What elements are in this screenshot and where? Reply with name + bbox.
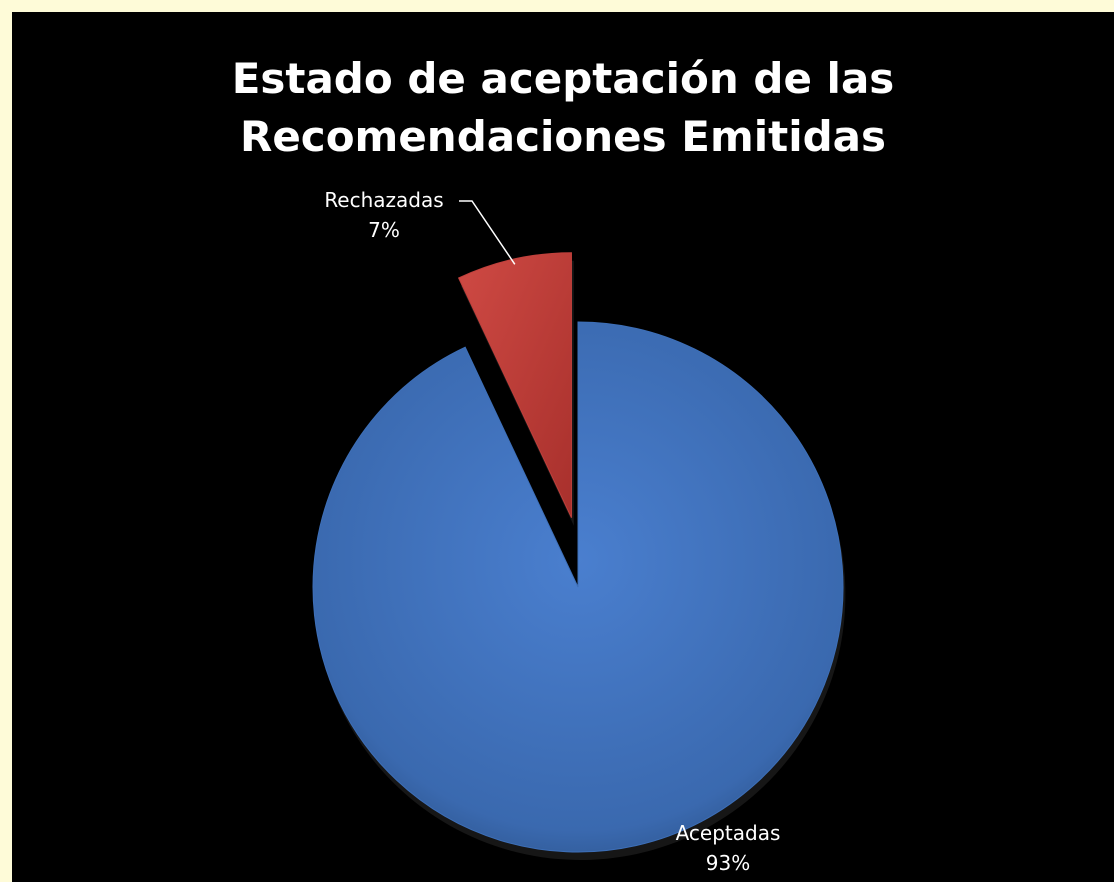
- pie-slice-rechazadas: [457, 252, 572, 518]
- pie-slice-aceptadas: [312, 321, 844, 853]
- label-percent-rechazadas: 7%: [368, 218, 400, 242]
- chart-title: Estado de aceptación de las Recomendacio…: [12, 50, 1114, 166]
- label-percent-aceptadas: 93%: [706, 851, 750, 875]
- chart-title-line-1: Estado de aceptación de las: [231, 54, 895, 103]
- pie-chart: Aceptadas 93% Rechazadas 7%: [312, 188, 846, 875]
- chart-frame: Estado de aceptación de las Recomendacio…: [12, 12, 1114, 882]
- label-category-rechazadas: Rechazadas: [324, 188, 443, 212]
- pie-labels: Aceptadas 93% Rechazadas 7%: [324, 188, 780, 875]
- pie-slices: [312, 252, 844, 853]
- chart-title-line-2: Recomendaciones Emitidas: [239, 112, 887, 161]
- leader-line-rechazadas: [459, 200, 516, 265]
- label-category-aceptadas: Aceptadas: [676, 821, 781, 845]
